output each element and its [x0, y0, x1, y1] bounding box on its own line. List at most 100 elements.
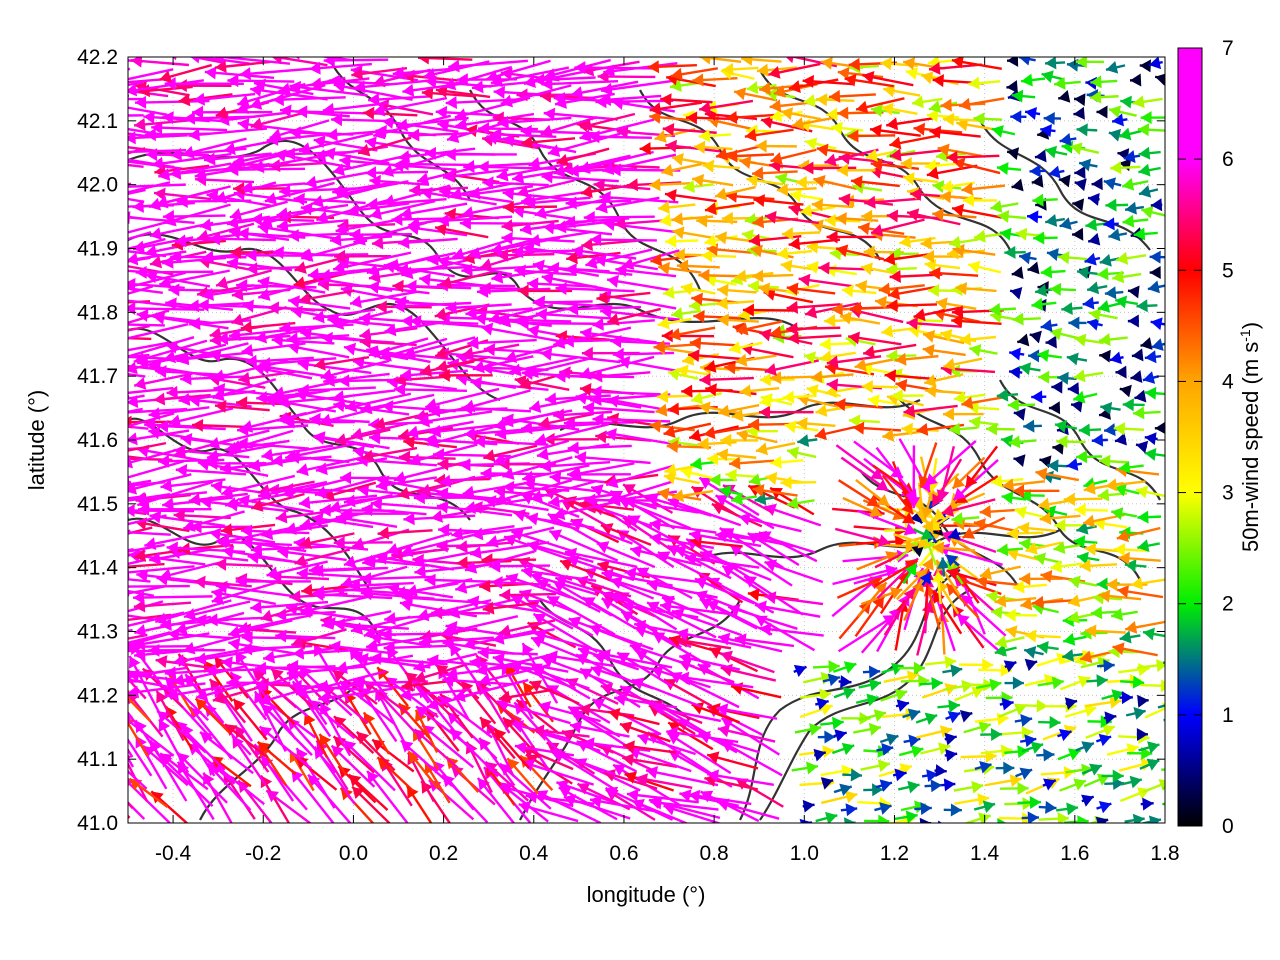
- wind-vector-head: [1097, 267, 1109, 281]
- wind-vector-head: [1105, 60, 1119, 74]
- wind-vector: [211, 581, 276, 603]
- wind-vector-head: [136, 569, 148, 583]
- wind-vector-head: [1132, 813, 1145, 823]
- wind-vector-head: [994, 594, 1007, 608]
- wind-vector-head: [891, 662, 904, 676]
- wind-vector: [393, 301, 472, 308]
- wind-vector-head: [579, 367, 592, 380]
- wind-vector-head: [564, 215, 576, 229]
- wind-vector: [128, 460, 185, 479]
- wind-vector-head: [480, 717, 493, 730]
- wind-vector: [412, 550, 479, 565]
- wind-vector-head: [962, 527, 976, 539]
- wind-vector-head: [941, 179, 953, 193]
- wind-vector-head: [490, 242, 503, 256]
- wind-vector: [279, 187, 357, 193]
- wind-vector-head: [365, 166, 377, 180]
- wind-vector-head: [891, 389, 903, 403]
- wind-vector-head: [1125, 620, 1138, 634]
- wind-vector-head: [313, 585, 325, 599]
- wind-vector-head: [523, 682, 536, 696]
- wind-vector-head: [738, 512, 751, 526]
- wind-vector-head: [215, 106, 228, 120]
- wind-vector: [176, 342, 249, 363]
- wind-vector-head: [862, 70, 875, 84]
- wind-vector-head: [913, 661, 925, 675]
- wind-vector-head: [387, 258, 401, 272]
- wind-vector-head: [1000, 663, 1012, 677]
- wind-vector-head: [189, 317, 201, 331]
- wind-vector-head: [206, 449, 219, 463]
- wind-vector-head: [1148, 815, 1162, 823]
- wind-vector: [297, 362, 372, 375]
- wind-vector-head: [590, 664, 604, 678]
- wind-vector-head: [1133, 406, 1145, 420]
- wind-vector-head: [271, 333, 284, 347]
- wind-vector-head: [260, 775, 273, 789]
- wind-vector-head: [913, 308, 926, 322]
- wind-vector-head: [1009, 774, 1022, 788]
- x-tick-label: 1.0: [790, 842, 819, 865]
- wind-vector-head: [1017, 781, 1029, 795]
- wind-vector-head: [756, 63, 769, 77]
- y-tick-label: 41.7: [77, 365, 118, 388]
- wind-vector-head: [704, 360, 717, 373]
- wind-vector-head: [620, 686, 633, 698]
- wind-vector-head: [671, 307, 684, 321]
- wind-vector-head: [184, 608, 197, 621]
- wind-vector-head: [128, 476, 131, 484]
- wind-vector-head: [1006, 526, 1019, 540]
- wind-vector-head: [197, 298, 209, 312]
- wind-vector: [318, 57, 355, 62]
- wind-vector-head: [698, 129, 711, 143]
- wind-vector: [314, 475, 387, 497]
- wind-vector-head: [704, 274, 717, 287]
- wind-vector: [486, 59, 551, 81]
- wind-vector-head: [888, 287, 901, 300]
- wind-vector-head: [357, 483, 370, 497]
- wind-vector-head: [305, 175, 318, 189]
- wind-vector-head: [840, 675, 852, 689]
- wind-vector-head: [860, 262, 873, 276]
- wind-vector-head: [279, 184, 291, 198]
- wind-vector-head: [444, 207, 457, 221]
- wind-vector: [128, 221, 166, 234]
- wind-vector-head: [361, 503, 374, 517]
- wind-vector-head: [173, 654, 186, 667]
- wind-vector-head: [951, 314, 963, 328]
- wind-vector-head: [128, 455, 134, 469]
- wind-vector-head: [500, 94, 514, 108]
- wind-vector: [417, 410, 493, 424]
- x-axis-ticks: -0.4 -0.2 0.0 0.2 0.4 0.6 0.8 1.0 1.2 1.4 1.6 1.8: [155, 57, 1180, 865]
- wind-vector-head: [1137, 510, 1149, 524]
- wind-vector-head: [974, 229, 986, 243]
- wind-vector: [1157, 704, 1165, 709]
- wind-vector-head: [816, 697, 829, 711]
- wind-vector-head: [765, 471, 778, 485]
- wind-vector-head: [437, 213, 450, 227]
- wind-vector: [128, 769, 148, 790]
- wind-vector-head: [706, 600, 720, 613]
- wind-vector-head: [245, 248, 257, 262]
- wind-vector-head: [759, 622, 772, 636]
- wind-vector: [290, 684, 370, 692]
- wind-vector-head: [215, 60, 227, 73]
- wind-vector: [384, 676, 439, 719]
- wind-vector-head: [665, 139, 677, 153]
- wind-vector: [128, 322, 189, 340]
- wind-vector-head: [955, 282, 968, 295]
- terrain-contour: [128, 233, 501, 402]
- wind-vector-head: [373, 74, 386, 88]
- wind-vector: [350, 680, 428, 685]
- wind-vector-head: [991, 125, 1004, 138]
- wind-vector-head: [860, 362, 873, 376]
- wind-vector-head: [518, 800, 531, 814]
- wind-vector-head: [162, 255, 174, 269]
- wind-vector-head: [848, 414, 861, 428]
- wind-vector-head: [434, 222, 447, 236]
- wind-vector-head: [1035, 283, 1047, 297]
- wind-vector: [564, 550, 638, 569]
- wind-vector-head: [889, 269, 901, 283]
- wind-vector-head: [1087, 192, 1100, 206]
- wind-vector-head: [903, 587, 915, 601]
